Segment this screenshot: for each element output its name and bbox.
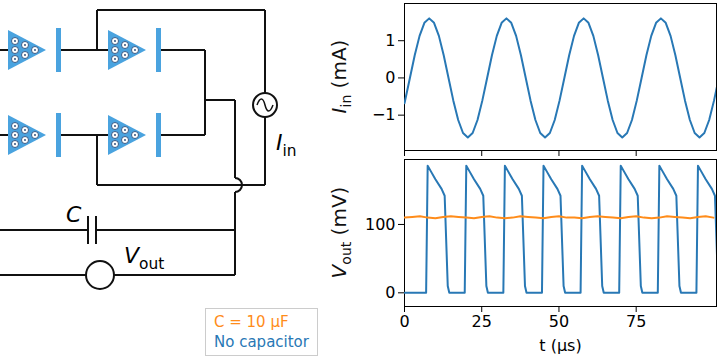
- svg-text:C: C: [66, 202, 82, 227]
- svg-text:75: 75: [626, 312, 646, 331]
- svg-text:−1: −1: [372, 105, 396, 124]
- svg-text:1: 1: [385, 31, 395, 50]
- svg-text:Vout: Vout: [124, 243, 164, 273]
- svg-text:100: 100: [365, 215, 396, 234]
- svg-text:Iin (mA): Iin (mA): [327, 40, 354, 114]
- html-text:C = 10 μF: C = 10 μF: [214, 313, 289, 331]
- svg-text:t (μs): t (μs): [539, 336, 581, 355]
- svg-text:50: 50: [549, 312, 569, 331]
- svg-text:0: 0: [399, 312, 409, 331]
- svg-text:Iin: Iin: [276, 130, 297, 160]
- svg-text:25: 25: [472, 312, 492, 331]
- html-text:No capacitor: No capacitor: [214, 333, 309, 351]
- svg-text:Vout (mV): Vout (mV): [327, 187, 354, 279]
- svg-text:0: 0: [385, 68, 395, 87]
- svg-text:0: 0: [385, 283, 395, 302]
